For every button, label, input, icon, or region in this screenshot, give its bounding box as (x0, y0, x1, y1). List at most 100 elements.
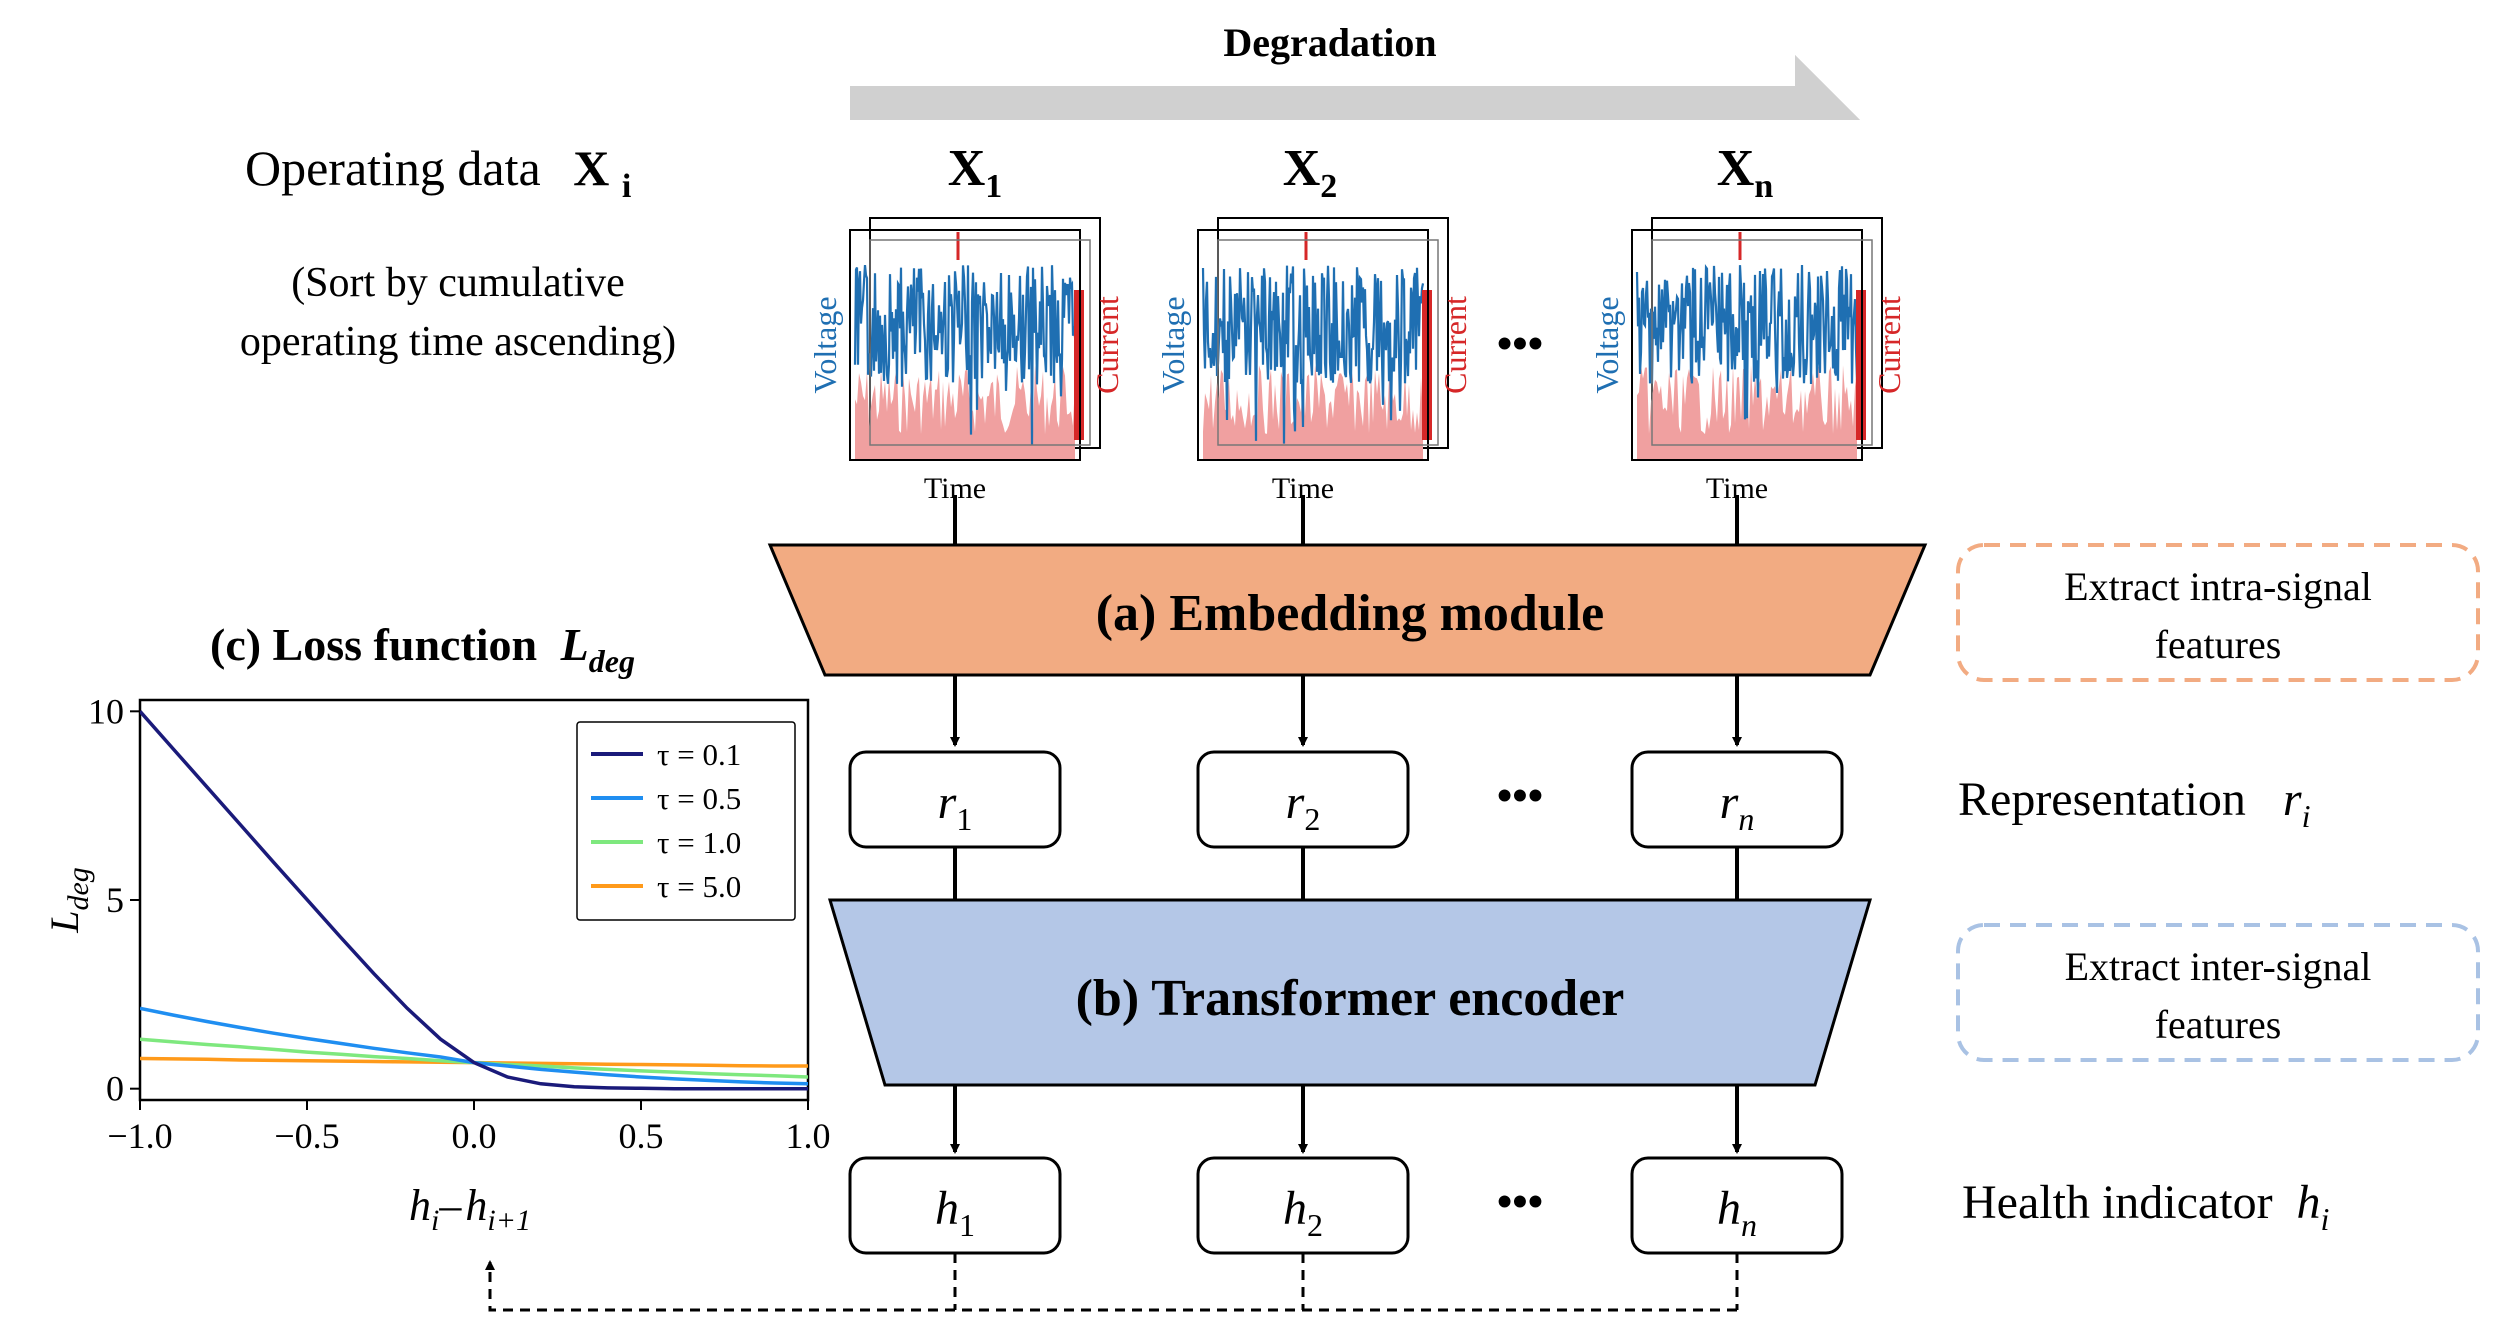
loss-legend-label-1: τ = 0.5 (657, 781, 741, 816)
loss-xtick-label-0: −1.0 (107, 1116, 172, 1156)
signal-plot-x2-current-trace (1203, 365, 1423, 460)
sample-2-title: X2 (1283, 140, 1338, 205)
loss-chart-xlabel: hi–hi+1 (409, 1181, 531, 1237)
inter-signal-note-line2: features (2155, 1002, 2282, 1047)
health-indicator-box-2: h2 (1196, 1156, 1410, 1255)
loss-ytick-label-2: 10 (88, 691, 124, 731)
health-indicator-2-symbol: h (1283, 1182, 1307, 1235)
loss-chart-xlabel-i: i (431, 1204, 439, 1237)
loss-chart-legend: τ = 0.1 τ = 0.5 τ = 1.0 τ = 5.0 (576, 721, 796, 921)
representation-n-label: rn (1720, 776, 1755, 837)
embedding-to-representation-arrows (950, 675, 1742, 747)
loss-ytick-label-1: 5 (106, 880, 124, 920)
degradation-label: Degradation (1223, 20, 1436, 65)
health-indicator-1-label: h1 (935, 1182, 975, 1243)
loss-chart-ylabel-text: Ldeg (42, 867, 95, 934)
sample-1-title: X1 (948, 140, 1003, 205)
health-indicator-1-subscript: 1 (959, 1207, 975, 1243)
sort-note-line2: operating time ascending) (240, 319, 676, 365)
plot-to-embedding-connectors (953, 495, 1739, 545)
health-indicator-box-1: h1 (848, 1156, 1062, 1255)
representation-box-2: r2 (1196, 750, 1410, 849)
feedback-dashed-path (485, 1253, 1739, 1312)
sample-n-subscript: n (1754, 168, 1773, 205)
signal-plot-xn-voltage-label: Voltage (1589, 296, 1625, 393)
representation-ellipsis: ••• (1497, 771, 1543, 820)
sample-n-symbol: X (1717, 140, 1755, 197)
loss-ytick-label-0: 0 (106, 1069, 124, 1109)
loss-chart-ylabel: Ldeg (42, 867, 95, 934)
health-indicator-box-n: hn (1630, 1156, 1844, 1255)
loss-chart-xlabel-i-plus-1: i+1 (487, 1204, 531, 1237)
representation-box-1: r1 (848, 750, 1062, 849)
representation-1-label: r1 (938, 776, 973, 837)
signal-plot-x1-frame (849, 229, 1081, 461)
signal-plot-xn-current-label: Current (1871, 296, 1907, 394)
representation-side-label: Representation ri (1958, 773, 2310, 834)
representation-2-symbol: r (1286, 776, 1305, 829)
health-ellipsis: ••• (1497, 1177, 1543, 1226)
representation-2-label: r2 (1286, 776, 1321, 837)
intra-signal-note-line1: Extract intra-signal (2064, 564, 2372, 609)
sample-n-title: Xn (1717, 140, 1774, 205)
signal-plot-x2-current-label: Current (1437, 296, 1473, 394)
intra-signal-note-line2: features (2155, 622, 2282, 667)
loss-chart-xlabel-h2: h (465, 1181, 487, 1230)
health-indicator-n-subscript: n (1741, 1207, 1757, 1243)
representation-n-symbol: r (1720, 776, 1739, 829)
loss-panel-title-symbol: L (560, 619, 589, 670)
representation-side-subscript: i (2302, 798, 2311, 834)
signal-plot-x2-inner-frame (1217, 239, 1439, 446)
health-indicator-n-symbol: h (1717, 1182, 1741, 1235)
health-side-text: Health indicator (1962, 1176, 2273, 1229)
loss-legend-label-3: τ = 5.0 (657, 869, 741, 904)
representation-1-symbol: r (938, 776, 957, 829)
loss-xtick-label-2: 0.0 (452, 1116, 497, 1156)
loss-panel-title: (c) Loss function Ldeg (210, 619, 635, 679)
intra-signal-note-box (1956, 543, 2480, 682)
loss-chart-xlabel-h1: h (409, 1181, 431, 1230)
health-side-label: Health indicator hi (1962, 1176, 2329, 1237)
operating-data-label: Operating data (245, 140, 541, 196)
signal-plot-x2-voltage-label: Voltage (1155, 296, 1191, 393)
representation-side-symbol: r (2283, 773, 2302, 826)
signal-plot-x2-voltage-trace (1201, 265, 1425, 444)
health-indicator-1-symbol: h (935, 1182, 959, 1235)
signal-plot-xn-inner-frame (1651, 239, 1873, 446)
inter-signal-note-box (1956, 923, 2480, 1062)
embedding-module-label: (a) Embedding module (1096, 585, 1605, 642)
degradation-arrow (850, 55, 1860, 120)
sample-1-symbol: X (948, 140, 986, 197)
loss-panel-title-subscript: deg (589, 643, 635, 679)
transformer-encoder-label: (b) Transformer encoder (1076, 970, 1625, 1027)
loss-xtick-label-3: 0.5 (619, 1116, 664, 1156)
loss-chart-ticks: −1.0 −0.5 0.0 0.5 1.0 0 5 10 (88, 691, 831, 1156)
signal-plot-xn-voltage-trace (1635, 263, 1859, 420)
representation-n-subscript: n (1738, 801, 1754, 837)
loss-series-line-0 (140, 710, 808, 1091)
loss-xtick-label-4: 1.0 (786, 1116, 831, 1156)
operating-data-symbol: X (573, 140, 609, 196)
signal-plot-xn-frame (1631, 229, 1863, 461)
representation-side-text: Representation (1958, 773, 2246, 826)
loss-legend-label-2: τ = 1.0 (657, 825, 741, 860)
sample-1-subscript: 1 (985, 168, 1002, 205)
representation-box-n: rn (1630, 750, 1844, 849)
health-indicator-n-label: hn (1717, 1182, 1757, 1243)
health-indicator-2-subscript: 2 (1307, 1207, 1323, 1243)
loss-chart-xlabel-minus: – (438, 1181, 462, 1230)
signal-plot-x1-current-label: Current (1089, 296, 1125, 394)
signal-plot-x1-current-trace (855, 365, 1075, 460)
loss-chart-ylabel-subscript: deg (62, 867, 95, 910)
loss-xtick-label-1: −0.5 (274, 1116, 339, 1156)
inter-signal-note-line1: Extract inter-signal (2065, 944, 2372, 989)
health-indicator-2-label: h2 (1283, 1182, 1323, 1243)
health-side-symbol: h (2297, 1176, 2321, 1229)
transformer-encoder (827, 898, 1873, 1087)
representation-2-subscript: 2 (1304, 801, 1320, 837)
signal-plot-x1-voltage-label: Voltage (807, 296, 843, 393)
